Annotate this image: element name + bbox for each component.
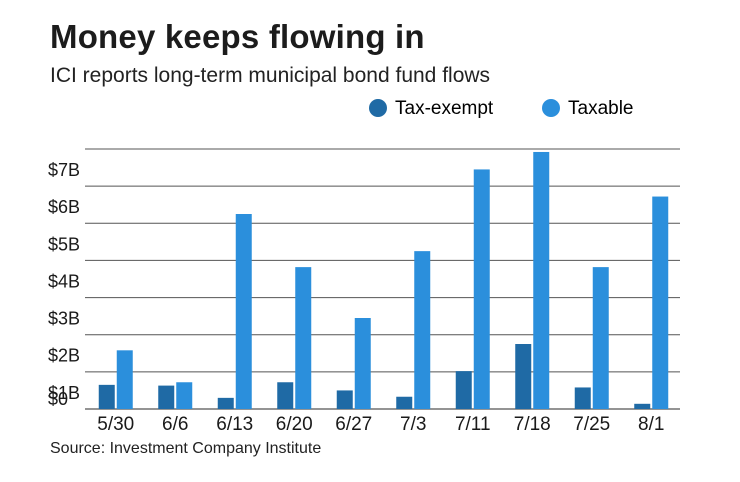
y-axis-tick-labels: $0$1B $2B $3B $4B $5B $6B $7B bbox=[48, 160, 80, 409]
x-tick-label: 6/20 bbox=[276, 414, 313, 435]
bar-taxable-6-13 bbox=[235, 214, 252, 409]
bar-taxable-5-30 bbox=[116, 350, 133, 409]
bar-taxable-7-11 bbox=[473, 169, 490, 409]
gridlines bbox=[85, 148, 680, 410]
x-tick-label: 8/1 bbox=[638, 414, 664, 435]
bar-tax-exempt-8-1 bbox=[634, 403, 651, 409]
x-tick-label: 7/25 bbox=[573, 414, 610, 435]
y-tick-label: $0 bbox=[48, 389, 68, 409]
bar-tax-exempt-5-30 bbox=[98, 384, 115, 409]
x-tick-label: 6/13 bbox=[216, 414, 253, 435]
bar-tax-exempt-6-13 bbox=[217, 397, 234, 409]
y-tick-label: $7B bbox=[48, 160, 80, 180]
x-tick-label: 7/3 bbox=[400, 414, 426, 435]
chart-subtitle: ICI reports long-term municipal bond fun… bbox=[50, 64, 491, 87]
y-tick-label: $5B bbox=[48, 234, 80, 254]
bar-tax-exempt-7-18 bbox=[515, 344, 532, 409]
legend-label-taxable: Taxable bbox=[568, 98, 634, 119]
source-note: Source: Investment Company Institute bbox=[50, 440, 322, 457]
bar-taxable-7-3 bbox=[414, 251, 431, 409]
bar-tax-exempt-7-3 bbox=[396, 396, 413, 409]
bar-taxable-7-25 bbox=[592, 267, 609, 409]
bar-taxable-6-6 bbox=[176, 382, 193, 409]
bar-tax-exempt-7-11 bbox=[455, 371, 472, 409]
x-tick-label: 5/30 bbox=[97, 414, 134, 435]
x-tick-label: 7/18 bbox=[514, 414, 551, 435]
bar-taxable-7-18 bbox=[533, 151, 550, 409]
bars bbox=[98, 151, 669, 409]
bar-taxable-6-27 bbox=[354, 318, 371, 409]
bar-tax-exempt-6-20 bbox=[277, 382, 294, 409]
chart-title: Money keeps flowing in bbox=[50, 18, 425, 55]
legend-swatch-taxable bbox=[542, 99, 560, 117]
y-tick-label: $2B bbox=[48, 346, 80, 366]
bar-tax-exempt-6-6 bbox=[158, 385, 175, 409]
bar-tax-exempt-7-25 bbox=[574, 387, 591, 409]
x-axis-tick-labels: 5/30 6/6 6/13 6/20 6/27 7/3 7/11 7/18 7/25 8/1 bbox=[97, 414, 664, 435]
y-tick-label: $4B bbox=[48, 271, 80, 291]
legend-label-tax-exempt: Tax-exempt bbox=[395, 98, 494, 119]
legend-swatch-tax-exempt bbox=[369, 99, 387, 117]
y-tick-label: $1B bbox=[48, 383, 80, 403]
x-tick-label: 7/11 bbox=[455, 414, 491, 435]
bar-taxable-6-20 bbox=[295, 267, 312, 409]
bar-tax-exempt-6-27 bbox=[336, 390, 353, 409]
x-tick-label: 6/27 bbox=[335, 414, 372, 435]
x-tick-label: 6/6 bbox=[162, 414, 188, 435]
y-tick-label: $3B bbox=[48, 309, 80, 329]
y-tick-label: $6B bbox=[48, 197, 80, 217]
legend: Tax-exempt Taxable bbox=[369, 98, 634, 119]
bar-taxable-8-1 bbox=[652, 196, 669, 409]
